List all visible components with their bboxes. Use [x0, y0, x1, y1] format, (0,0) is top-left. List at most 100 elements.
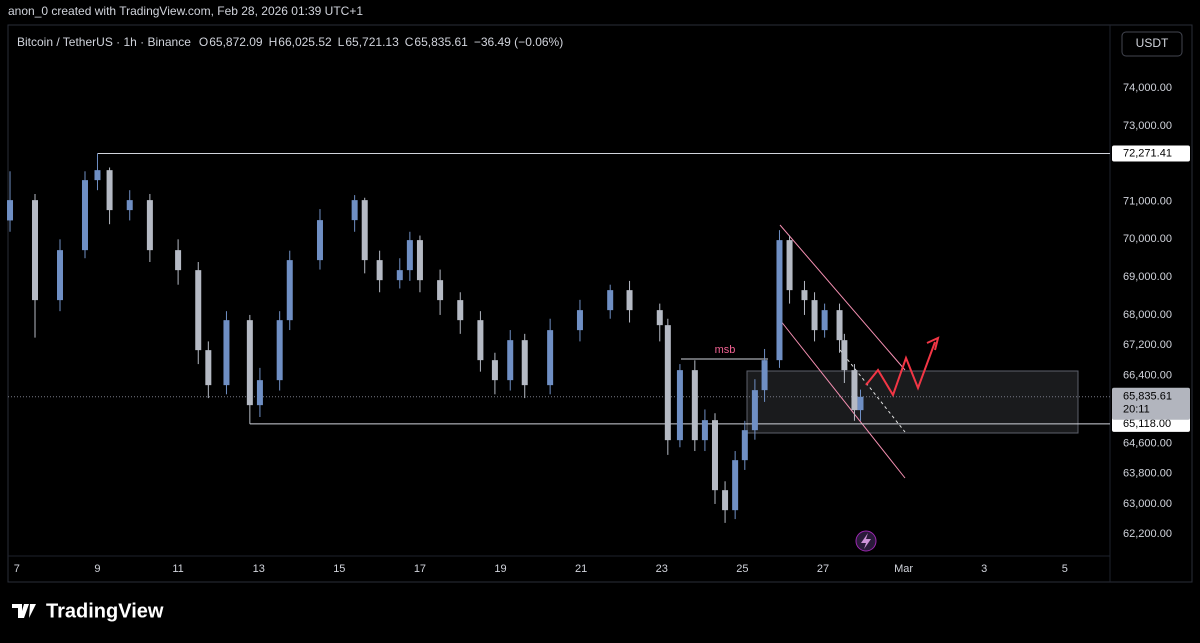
candle-body — [656, 310, 663, 326]
candle-body — [7, 200, 14, 221]
x-tick-label: 3 — [981, 563, 987, 575]
projection-path — [865, 341, 936, 398]
candle-body — [607, 290, 614, 311]
brand-name: TradingView — [46, 600, 164, 622]
candle-body — [195, 270, 202, 351]
msb-label: msb — [715, 344, 736, 356]
candle-body — [286, 260, 293, 321]
countdown-label: 20:11 — [1123, 404, 1150, 416]
candle-body — [477, 320, 484, 361]
x-tick-label: 17 — [414, 563, 426, 575]
candle-body — [396, 270, 403, 281]
chart-frame — [7, 24, 1193, 583]
ohlc-value: 65,721.13 — [345, 35, 399, 49]
candle-body — [507, 340, 514, 381]
x-tick-label: 7 — [14, 563, 20, 575]
y-tick-label: 74,000.00 — [1123, 82, 1172, 94]
candle-body — [316, 220, 323, 261]
ohlc-key: O — [199, 35, 208, 49]
candle-body — [701, 420, 708, 441]
candle-body — [457, 300, 464, 321]
channel-upper — [779, 224, 906, 371]
ohlc-key: H — [269, 35, 278, 49]
candle-body — [246, 320, 253, 406]
candle-body — [32, 200, 39, 301]
channel-lower — [779, 319, 906, 479]
projection-arrowhead — [926, 336, 940, 351]
currency-label: USDT — [1136, 36, 1169, 50]
candle-body — [801, 290, 808, 301]
x-tick-label: 21 — [575, 563, 587, 575]
x-tick-label: 13 — [253, 563, 265, 575]
candle-body — [146, 200, 153, 251]
candle-body — [732, 460, 739, 511]
level-price-box — [1112, 145, 1190, 162]
candle-body — [741, 430, 748, 461]
candle-body — [722, 490, 729, 511]
last-price-label: 65,835.61 — [1123, 391, 1172, 403]
candle-body — [851, 370, 858, 411]
x-tick-label: Mar — [894, 563, 913, 575]
y-tick-label: 66,400.00 — [1123, 369, 1172, 381]
currency-button[interactable] — [1121, 31, 1183, 57]
zone-box — [746, 370, 1079, 434]
y-tick-label: 67,200.00 — [1123, 339, 1172, 351]
candle-body — [811, 300, 818, 331]
footer: TradingView — [12, 600, 164, 622]
level-price-label: 65,118.00 — [1123, 418, 1171, 430]
candle-body — [676, 370, 683, 441]
candle-body — [437, 280, 444, 301]
ohlc-key: L — [338, 35, 345, 49]
ohlc-value: 65,835.61 — [414, 35, 468, 49]
y-tick-label: 62,200.00 — [1123, 528, 1172, 540]
candle-body — [711, 420, 718, 491]
candle-body — [416, 240, 423, 281]
candle-body — [126, 200, 133, 211]
x-tick-label: 11 — [172, 563, 183, 575]
candle-body — [106, 170, 113, 211]
x-tick-label: 19 — [494, 563, 506, 575]
candle-body — [691, 370, 698, 441]
candle-body — [205, 350, 212, 386]
candle-body — [776, 240, 783, 361]
candle-body — [626, 290, 633, 311]
candle-body — [841, 340, 848, 371]
level-price-box — [1112, 415, 1190, 432]
candle-body — [857, 396, 864, 411]
candle-body — [256, 380, 263, 406]
ohlc-value: 65,872.09 — [209, 35, 263, 49]
y-tick-label: 70,000.00 — [1123, 233, 1172, 245]
y-tick-label: 68,000.00 — [1123, 309, 1172, 321]
candle-body — [376, 260, 383, 281]
x-tick-label: 27 — [817, 563, 829, 575]
candle-body — [521, 340, 528, 386]
candle-body — [547, 330, 554, 386]
plot — [7, 152, 1110, 523]
candle-body — [664, 325, 671, 441]
candle-body — [351, 200, 358, 221]
alert-bolt — [861, 533, 871, 549]
x-tick-label: 9 — [94, 563, 100, 575]
candle-body — [81, 180, 88, 251]
ohlc-change: −36.49 (−0.06%) — [474, 35, 563, 49]
symbol-title: Bitcoin / TetherUS · 1h · Binance — [17, 35, 191, 49]
candle-body — [406, 240, 413, 271]
candle-body — [576, 310, 583, 331]
x-tick-label: 25 — [736, 563, 748, 575]
candle-body — [56, 250, 63, 301]
candle-body — [761, 360, 768, 391]
candle-body — [175, 250, 182, 271]
y-tick-label: 63,800.00 — [1123, 468, 1172, 480]
last-price-box — [1112, 387, 1190, 420]
candle-body — [223, 320, 230, 386]
candle-body — [786, 240, 793, 291]
candle-body — [751, 390, 758, 431]
credit: anon_0 created with TradingView.com, Feb… — [8, 4, 363, 18]
ohlc-value: 66,025.52 — [278, 35, 332, 49]
brand-logo — [12, 604, 36, 618]
x-tick-label: 15 — [333, 563, 345, 575]
candle-body — [491, 360, 498, 381]
x-tick-label: 5 — [1062, 563, 1068, 575]
